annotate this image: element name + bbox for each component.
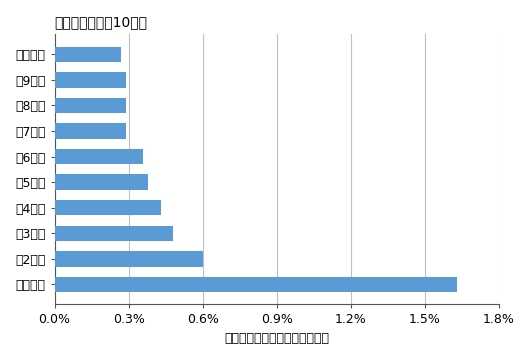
Bar [55, 149, 144, 164]
Text: 税引前家計所得10分位: 税引前家計所得10分位 [55, 15, 147, 29]
Bar [55, 175, 148, 190]
Bar [55, 200, 161, 215]
Bar [55, 123, 126, 139]
Bar [55, 72, 126, 87]
X-axis label: 関税負担の対税引後家計所得比: 関税負担の対税引後家計所得比 [224, 332, 329, 345]
Bar [55, 98, 126, 113]
Bar [55, 46, 121, 62]
Bar [55, 226, 173, 241]
Bar [55, 251, 202, 266]
Bar [55, 277, 457, 292]
